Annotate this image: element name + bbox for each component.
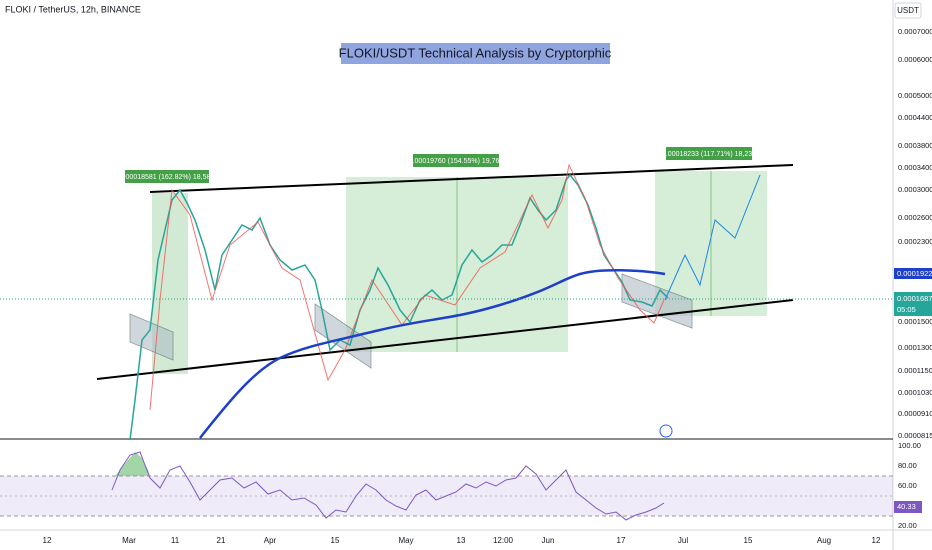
- date-tick: Mar: [122, 536, 136, 545]
- projection: [664, 174, 761, 301]
- channel-bottom: [96, 299, 794, 380]
- date-tick: 11: [171, 536, 180, 545]
- date-tick: Jun: [542, 536, 555, 545]
- channel-top: [149, 164, 794, 193]
- date-tick: 12: [872, 536, 881, 545]
- price-label-box: [894, 292, 932, 316]
- annotation-box: [666, 147, 752, 160]
- date-tick: Jul: [678, 536, 688, 545]
- date-tick: 13: [457, 536, 466, 545]
- currency-box: [894, 2, 922, 19]
- flag: [314, 303, 372, 369]
- date-tick: 15: [331, 536, 340, 545]
- annotation-box: [125, 170, 209, 183]
- title: FLOKI/USDT Technical Analysis by Cryptor…: [339, 45, 612, 60]
- annotation-box: [413, 154, 499, 167]
- rsi-overbought: [115, 452, 150, 476]
- date-tick: 12: [43, 536, 52, 545]
- currency: USDT: [897, 6, 919, 15]
- date-tick: May: [398, 536, 413, 545]
- symbol: FLOKI / TetherUS, 12h, BINANCE: [5, 4, 141, 14]
- annotation: 0.00018581 (162.82%) 18,581: [120, 174, 215, 181]
- ma-label-box: [894, 268, 932, 279]
- date-tick: 17: [617, 536, 626, 545]
- title-box: [341, 43, 610, 64]
- annotation: 0.00018233 (117.71%) 18,233: [662, 151, 756, 158]
- date-tick: 15: [744, 536, 753, 545]
- date-tick: 21: [217, 536, 226, 545]
- moving-average: [199, 269, 666, 439]
- rsi-label-box: [894, 501, 922, 513]
- annotation: 0.00019760 (154.55%) 19,760: [409, 158, 504, 165]
- flag: [129, 313, 174, 361]
- last-price: 0.00016871: [897, 294, 932, 303]
- rsi-tick: 20.00: [898, 521, 917, 530]
- alert-icon: [659, 424, 673, 438]
- date-tick: Apr: [264, 536, 277, 545]
- rsi-tick: 80.00: [898, 461, 917, 470]
- rsi-value: 40.33: [897, 502, 916, 511]
- rsi-tick: 100.00: [898, 441, 921, 450]
- ma-label: 0.00019227: [897, 269, 932, 278]
- date-tick: Aug: [817, 536, 831, 545]
- countdown: 05:05: [897, 305, 916, 314]
- rsi-tick: 60.00: [898, 481, 917, 490]
- date-tick: 12:00: [493, 536, 514, 545]
